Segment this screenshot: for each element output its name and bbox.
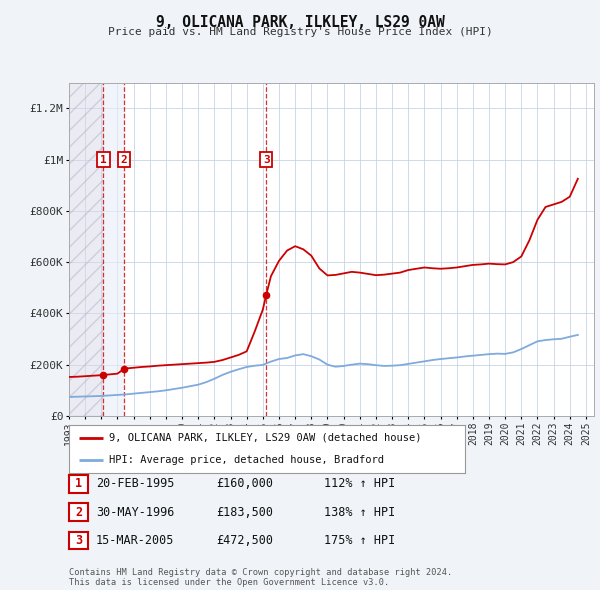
Text: 3: 3 [263, 155, 269, 165]
Text: 1: 1 [75, 477, 82, 490]
Text: 3: 3 [75, 534, 82, 547]
Text: Price paid vs. HM Land Registry's House Price Index (HPI): Price paid vs. HM Land Registry's House … [107, 27, 493, 37]
Text: £472,500: £472,500 [216, 534, 273, 547]
Text: 175% ↑ HPI: 175% ↑ HPI [324, 534, 395, 547]
Text: 20-FEB-1995: 20-FEB-1995 [96, 477, 175, 490]
Text: £160,000: £160,000 [216, 477, 273, 490]
Bar [103, 83, 124, 416]
Text: 30-MAY-1996: 30-MAY-1996 [96, 506, 175, 519]
Bar [69, 83, 103, 416]
Text: 1: 1 [100, 155, 107, 165]
Text: 2: 2 [75, 506, 82, 519]
Text: 2: 2 [121, 155, 127, 165]
Text: 138% ↑ HPI: 138% ↑ HPI [324, 506, 395, 519]
Text: £183,500: £183,500 [216, 506, 273, 519]
Text: 15-MAR-2005: 15-MAR-2005 [96, 534, 175, 547]
Text: 112% ↑ HPI: 112% ↑ HPI [324, 477, 395, 490]
Text: 9, OLICANA PARK, ILKLEY, LS29 0AW: 9, OLICANA PARK, ILKLEY, LS29 0AW [155, 15, 445, 30]
Text: Contains HM Land Registry data © Crown copyright and database right 2024.
This d: Contains HM Land Registry data © Crown c… [69, 568, 452, 587]
Text: HPI: Average price, detached house, Bradford: HPI: Average price, detached house, Brad… [109, 455, 383, 465]
Text: 9, OLICANA PARK, ILKLEY, LS29 0AW (detached house): 9, OLICANA PARK, ILKLEY, LS29 0AW (detac… [109, 433, 421, 443]
